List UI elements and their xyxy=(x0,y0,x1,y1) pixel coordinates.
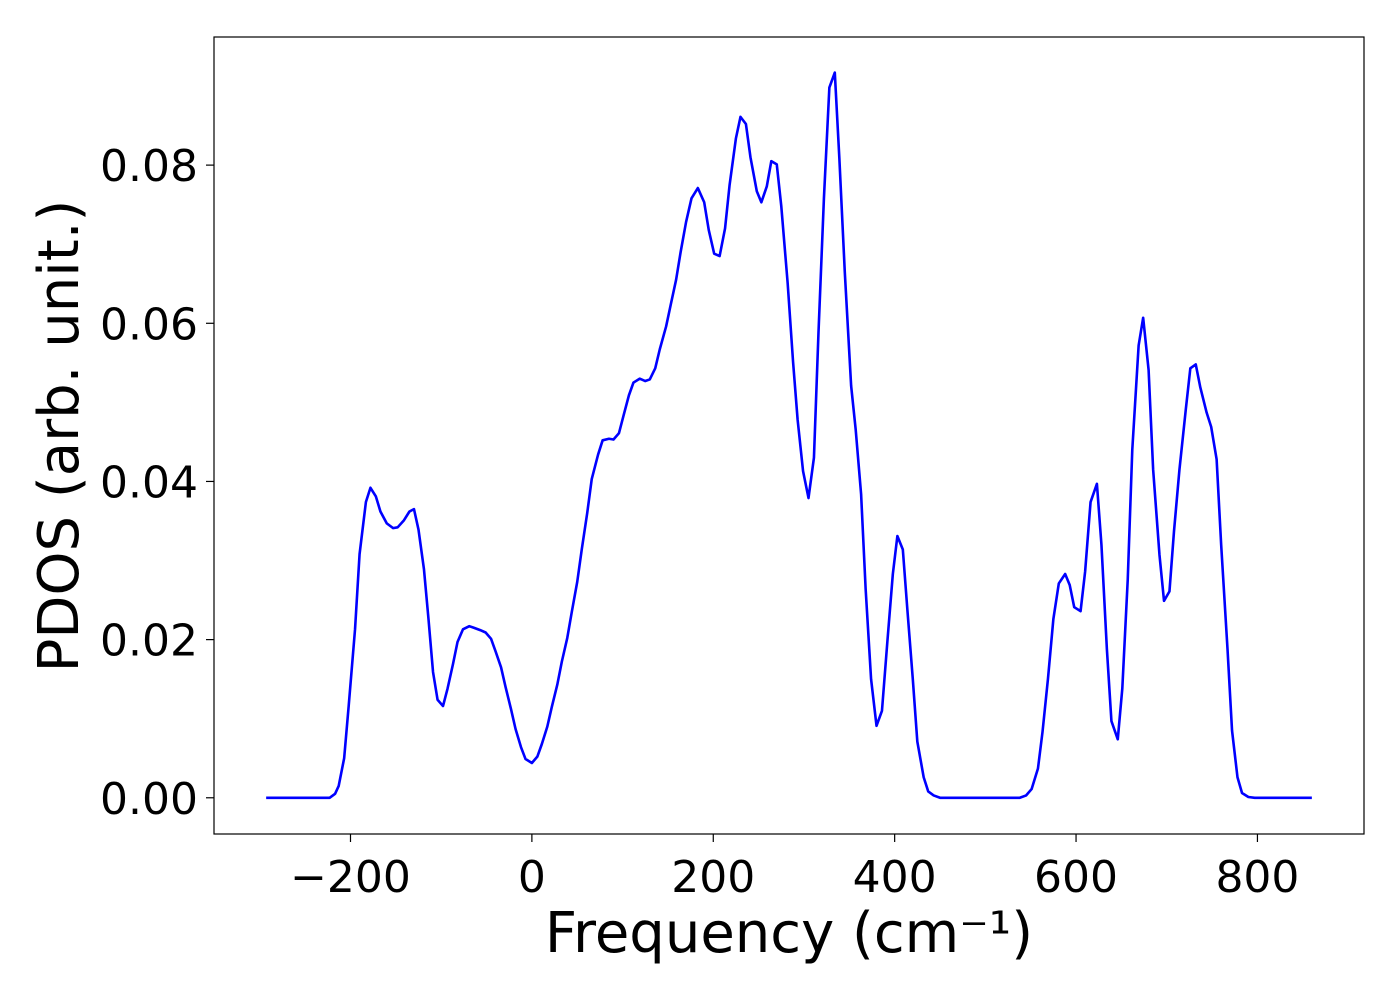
y-axis-label: PDOS (arb. unit.) xyxy=(27,200,92,673)
pdos-line xyxy=(266,71,1312,800)
y-tick-label: 0.06 xyxy=(100,299,198,350)
y-tick-label: 0.00 xyxy=(100,774,198,825)
x-tick-label: 200 xyxy=(671,852,755,903)
y-tick-label: 0.08 xyxy=(100,141,198,192)
x-tick-label: 0 xyxy=(518,852,546,903)
x-tick-label: 600 xyxy=(1034,852,1118,903)
plot-frame xyxy=(213,36,1365,835)
y-tick-label: 0.04 xyxy=(100,457,198,508)
x-tick-label: 800 xyxy=(1215,852,1299,903)
y-tick-label: 0.02 xyxy=(100,616,198,667)
x-tick-label: 400 xyxy=(853,852,937,903)
x-axis-label: Frequency (cm⁻¹) xyxy=(545,901,1033,966)
x-tick-label: −200 xyxy=(290,852,411,903)
